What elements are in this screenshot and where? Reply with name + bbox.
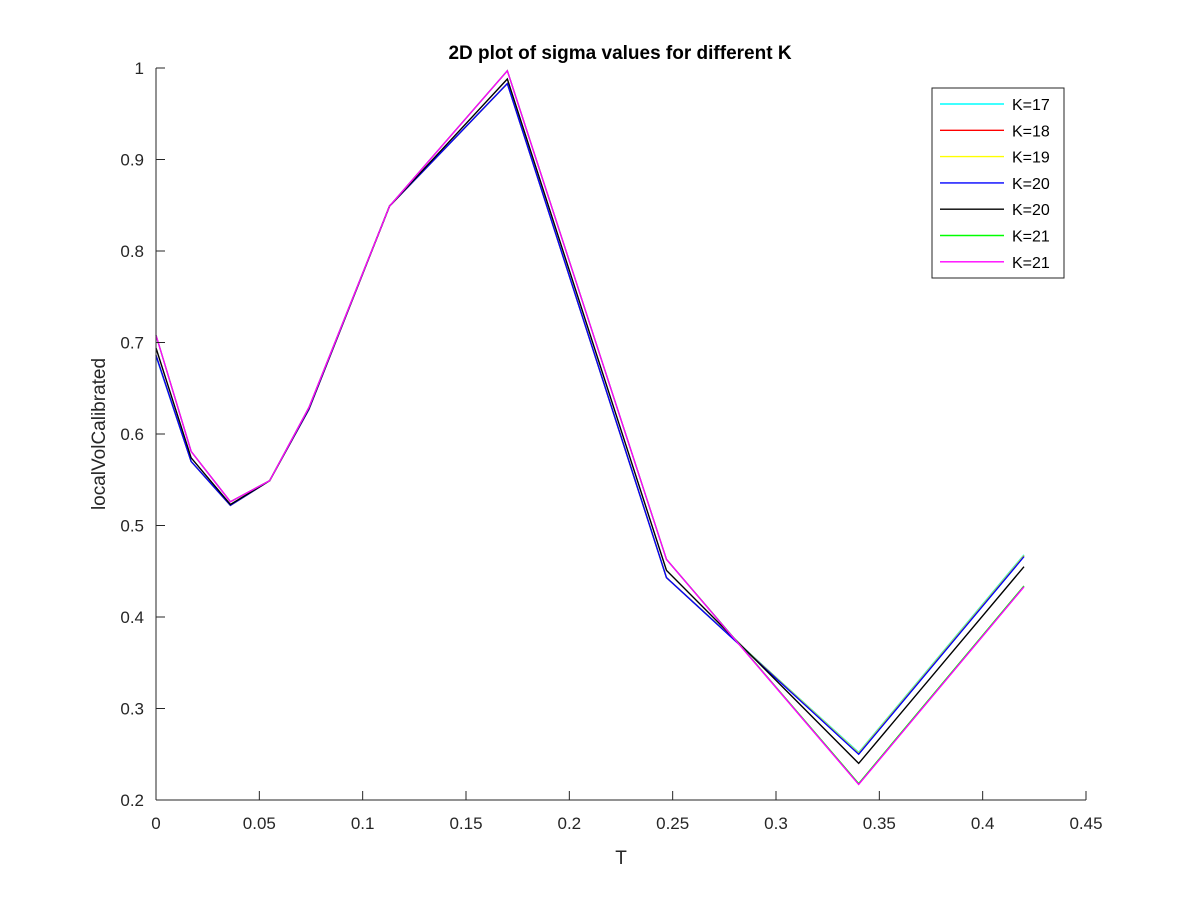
legend-label: K=18 [1012,123,1050,140]
y-tick-label: 0.6 [120,425,144,444]
legend-label: K=21 [1012,255,1050,272]
legend-label: K=20 [1012,202,1050,219]
y-tick-label: 0.4 [120,608,144,627]
x-tick-label: 0 [151,814,160,833]
x-tick-label: 0.3 [764,814,788,833]
x-tick-label: 0.45 [1069,814,1102,833]
legend-items: K=17 K=18 K=19 K=20 K=20 K=21 K=21 [940,97,1050,272]
x-tick-label: 0.4 [971,814,995,833]
y-tick-label: 0.9 [120,151,144,170]
x-tick-label: 0.15 [449,814,482,833]
y-tick-label: 0.8 [120,242,144,261]
y-ticks: 0.2 0.3 0.4 0.5 0.6 0.7 0.8 0.9 1 [120,59,165,810]
x-tick-label: 0.35 [863,814,896,833]
x-axis-label: T [615,848,627,869]
series-line-7 [155,69,1025,786]
y-tick-label: 0.3 [120,700,144,719]
y-tick-label: 1 [135,59,144,78]
x-ticks: 0 0.05 0.1 0.15 0.2 0.25 0.3 0.35 0.4 0.45 [151,791,1103,833]
x-tick-label: 0.05 [243,814,276,833]
legend-label: K=21 [1012,229,1050,246]
y-tick-label: 0.7 [120,334,144,353]
legend-label: K=20 [1012,176,1050,193]
chart-title: 2D plot of sigma values for different K [448,43,791,64]
x-tick-label: 0.1 [351,814,375,833]
x-tick-label: 0.2 [558,814,582,833]
y-tick-label: 0.5 [120,517,144,536]
series-layer [155,69,1025,786]
y-axis-label: localVolCalibrated [89,358,110,510]
legend-label: K=19 [1012,150,1050,167]
x-tick-label: 0.25 [656,814,689,833]
legend: K=17 K=18 K=19 K=20 K=20 K=21 K=21 [931,87,1065,279]
y-tick-label: 0.2 [120,791,144,810]
legend-label: K=17 [1012,97,1050,114]
